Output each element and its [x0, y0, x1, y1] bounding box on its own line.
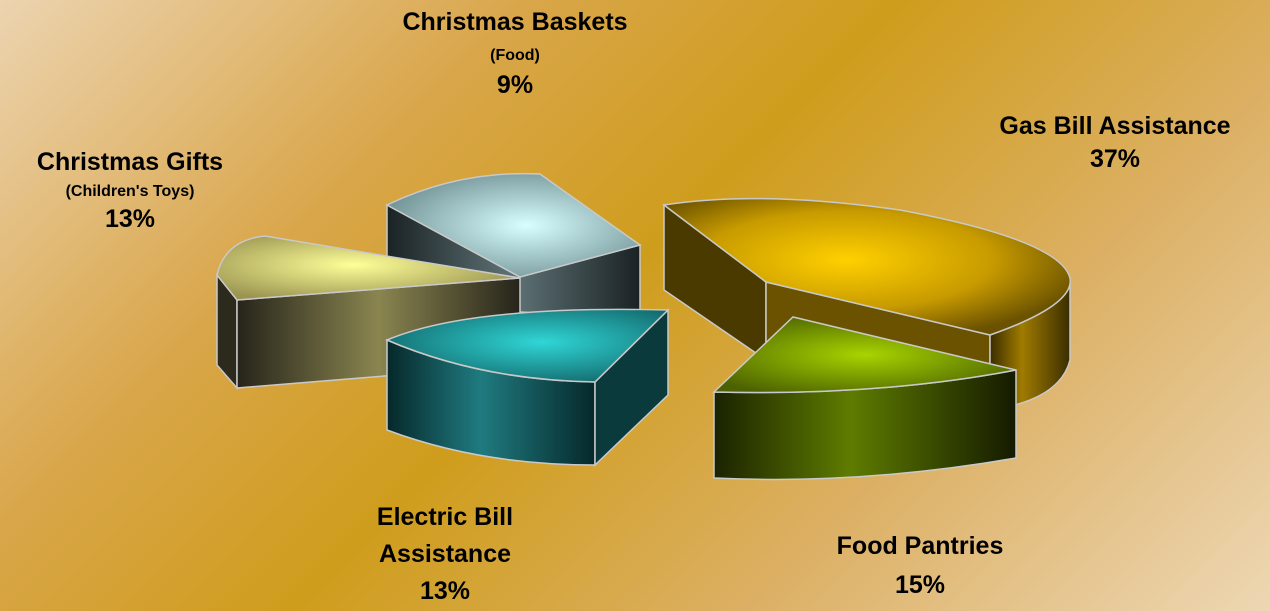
label-food-name: Food Pantries — [836, 532, 1004, 560]
label-gas-bill-assistance: Gas Bill Assistance 37% — [960, 112, 1270, 174]
label-baskets-percent: 9% — [496, 71, 534, 100]
label-christmas-gifts: Christmas Gifts (Children's Toys) 13% — [0, 148, 260, 234]
label-food-pantries: Food Pantries 15% — [790, 532, 1050, 600]
label-electric-bill-assistance: Electric Bill Assistance 13% — [330, 503, 560, 605]
slice-food-pantries — [712, 316, 1017, 481]
label-food-percent: 15% — [894, 570, 946, 599]
label-christmas-baskets: Christmas Baskets (Food) 9% — [360, 8, 670, 100]
label-gifts-name: Christmas Gifts — [36, 148, 224, 176]
label-gas-name: Gas Bill Assistance — [999, 112, 1231, 140]
label-baskets-name: Christmas Baskets — [402, 8, 628, 36]
label-electric-name-line2: Assistance — [378, 539, 512, 568]
label-electric-name-line1: Electric Bill — [376, 503, 514, 531]
label-baskets-subtitle: (Food) — [490, 46, 540, 64]
label-gifts-percent: 13% — [104, 205, 156, 234]
label-electric-percent: 13% — [419, 576, 471, 605]
slice-electric-bill-assistance — [385, 308, 670, 467]
label-gas-percent: 37% — [1089, 144, 1141, 173]
label-gifts-subtitle: (Children's Toys) — [65, 182, 195, 200]
